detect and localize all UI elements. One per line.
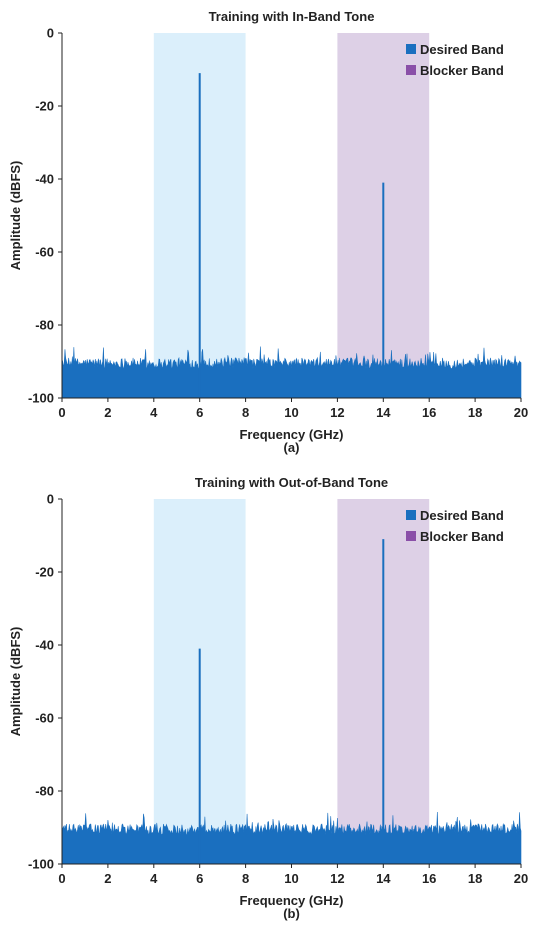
- x-tick-label: 20: [514, 871, 528, 886]
- x-tick-label: 4: [150, 871, 158, 886]
- noise-floor: [61, 812, 522, 865]
- x-tick-label: 10: [284, 871, 298, 886]
- y-axis-label: Amplitude (dBFS): [8, 627, 23, 737]
- chart-title: Training with Out-of-Band Tone: [195, 475, 388, 490]
- x-tick-label: 18: [468, 871, 482, 886]
- x-tick-label: 8: [242, 405, 249, 420]
- panel-caption: (b): [283, 906, 300, 921]
- x-tick-label: 6: [196, 871, 203, 886]
- y-tick-label: -100: [28, 857, 54, 872]
- x-tick-label: 18: [468, 405, 482, 420]
- y-tick-label: -20: [35, 565, 54, 580]
- x-tick-label: 16: [422, 405, 436, 420]
- legend-label: Desired Band: [420, 42, 504, 57]
- y-tick-label: -80: [35, 784, 54, 799]
- x-axis-label: Frequency (GHz): [239, 427, 343, 442]
- y-axis-label: Amplitude (dBFS): [8, 161, 23, 271]
- x-tick-label: 10: [284, 405, 298, 420]
- chart-panel-a: Training with In-Band Tone 0 -20 -40 -60 -80 -…: [8, 9, 528, 455]
- y-tick-label: -80: [35, 318, 54, 333]
- x-tick-label: 0: [58, 871, 65, 886]
- y-tick-label: -100: [28, 391, 54, 406]
- y-tick-label: 0: [47, 492, 54, 507]
- desired-band-legend-swatch: [406, 510, 416, 520]
- blocker-band-legend-swatch: [406, 531, 416, 541]
- legend-label: Blocker Band: [420, 63, 504, 78]
- y-tick-label: 0: [47, 26, 54, 41]
- y-tick-label: -40: [35, 172, 54, 187]
- x-tick-label: 0: [58, 405, 65, 420]
- x-tick-label: 6: [196, 405, 203, 420]
- x-tick-label: 12: [330, 871, 344, 886]
- x-tick-label: 12: [330, 405, 344, 420]
- x-axis-label: Frequency (GHz): [239, 893, 343, 908]
- x-tick-label: 14: [376, 871, 391, 886]
- x-tick-label: 4: [150, 405, 158, 420]
- chart-panel-b: Training with Out-of-Band Tone 0 -20 -40 -60…: [8, 475, 528, 921]
- y-tick-label: -60: [35, 711, 54, 726]
- legend-label: Desired Band: [420, 508, 504, 523]
- chart-title: Training with In-Band Tone: [209, 9, 375, 24]
- x-tick-label: 20: [514, 405, 528, 420]
- x-tick-label: 16: [422, 871, 436, 886]
- y-tick-label: -40: [35, 638, 54, 653]
- x-tick-label: 2: [104, 405, 111, 420]
- x-tick-label: 14: [376, 405, 391, 420]
- legend-label: Blocker Band: [420, 529, 504, 544]
- x-tick-label: 8: [242, 871, 249, 886]
- y-tick-label: -60: [35, 245, 54, 260]
- desired-band-legend-swatch: [406, 44, 416, 54]
- noise-floor: [61, 346, 522, 399]
- panel-caption: (a): [284, 440, 300, 455]
- y-tick-label: -20: [35, 99, 54, 114]
- blocker-band-legend-swatch: [406, 65, 416, 75]
- x-tick-label: 2: [104, 871, 111, 886]
